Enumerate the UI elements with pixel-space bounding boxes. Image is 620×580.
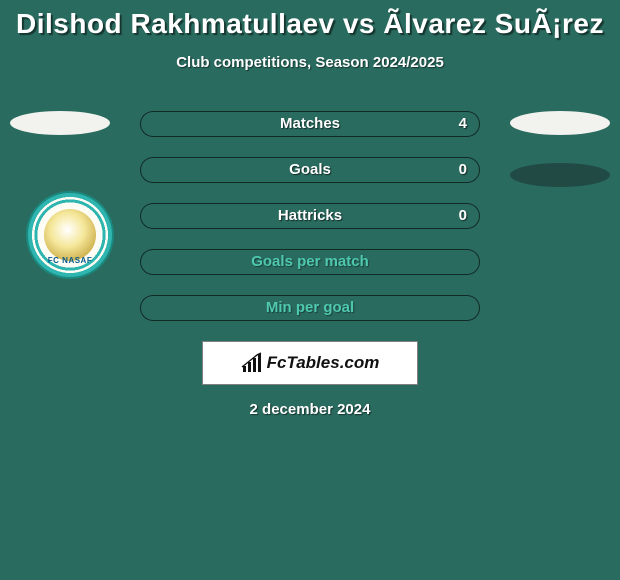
stat-bar-hattricks: Hattricks 0: [140, 203, 480, 229]
stat-bar-goals-per-match: Goals per match: [140, 249, 480, 275]
stat-value: 0: [459, 207, 467, 224]
stat-label: Hattricks: [278, 207, 342, 224]
player-right-ellipse-2: [510, 163, 610, 187]
stat-value: 0: [459, 161, 467, 178]
bar-chart-icon: [241, 352, 263, 374]
player-right-ellipse-1: [510, 111, 610, 135]
stats-container: FC NASAF Matches 4 Goals 0 Hattricks 0 G…: [0, 111, 620, 321]
player-left-ellipse: [10, 111, 110, 135]
stat-label: Min per goal: [266, 299, 354, 316]
page-subtitle: Club competitions, Season 2024/2025: [0, 54, 620, 71]
stat-label: Matches: [280, 115, 340, 132]
stat-label: Goals per match: [251, 253, 369, 270]
stat-label: Goals: [289, 161, 331, 178]
stat-value: 4: [459, 115, 467, 132]
club-badge-text: FC NASAF: [48, 256, 92, 265]
page-title: Dilshod Rakhmatullaev vs Ãlvarez SuÃ¡rez: [0, 0, 620, 40]
club-badge: FC NASAF: [20, 191, 120, 279]
stat-bar-goals: Goals 0: [140, 157, 480, 183]
club-badge-ball-icon: [44, 209, 96, 261]
brand-text: FcTables.com: [267, 353, 380, 373]
footer-date: 2 december 2024: [0, 401, 620, 418]
stat-bar-matches: Matches 4: [140, 111, 480, 137]
stat-bar-min-per-goal: Min per goal: [140, 295, 480, 321]
stat-row: Min per goal: [0, 295, 620, 321]
brand-box[interactable]: FcTables.com: [202, 341, 418, 385]
club-badge-outer: FC NASAF: [26, 191, 114, 279]
